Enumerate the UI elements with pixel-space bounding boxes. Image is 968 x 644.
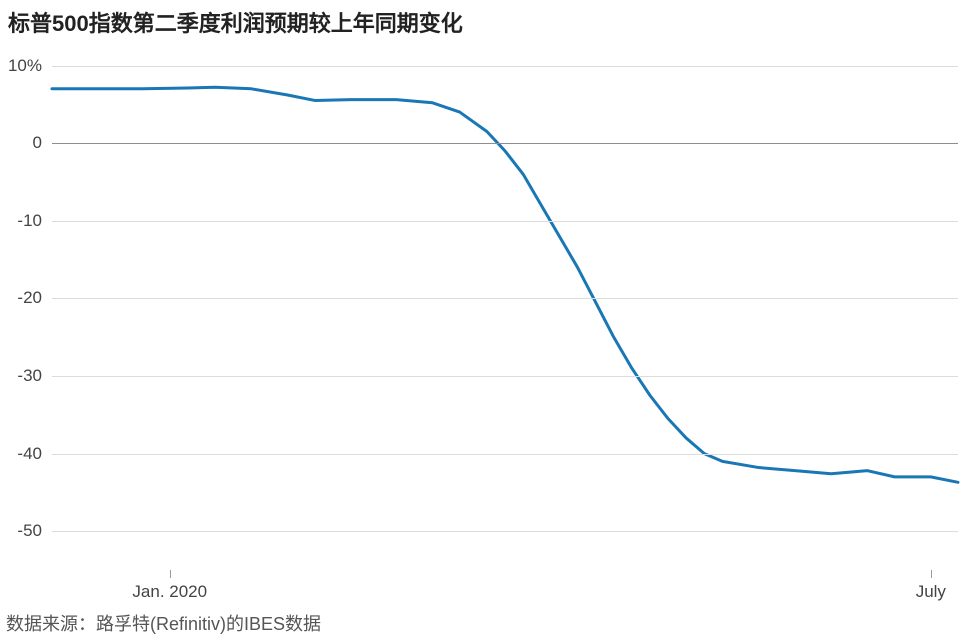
x-axis-tick-label: Jan. 2020 (132, 582, 207, 602)
chart-title: 标普500指数第二季度利润预期较上年同期变化 (0, 0, 968, 38)
y-axis-labels: 10% 0 -10 -20 -30 -40 -50 (0, 50, 52, 570)
gridline (52, 531, 958, 532)
y-axis-tick-label: -50 (0, 521, 42, 541)
line-series (52, 50, 958, 570)
y-axis-tick-label: -20 (0, 288, 42, 308)
chart-container: 10% 0 -10 -20 -30 -40 -50 Jan. 2020July (0, 50, 968, 570)
y-axis-tick-label: -10 (0, 211, 42, 231)
gridline (52, 454, 958, 455)
x-axis-tick (170, 570, 171, 578)
x-axis-tick (931, 570, 932, 578)
series-line (52, 87, 958, 482)
gridline (52, 221, 958, 222)
y-axis-tick-label: -30 (0, 366, 42, 386)
source-text: 数据来源：路孚特(Refinitiv)的IBES数据 (6, 610, 321, 636)
y-axis-tick-label: 0 (0, 133, 42, 153)
gridline (52, 66, 958, 67)
y-axis-tick-label: 10% (0, 56, 42, 76)
zero-gridline (52, 143, 958, 144)
y-axis-tick-label: -40 (0, 444, 42, 464)
x-axis-tick-label: July (916, 582, 946, 602)
plot-area: Jan. 2020July (52, 50, 958, 570)
gridline (52, 376, 958, 377)
gridline (52, 298, 958, 299)
